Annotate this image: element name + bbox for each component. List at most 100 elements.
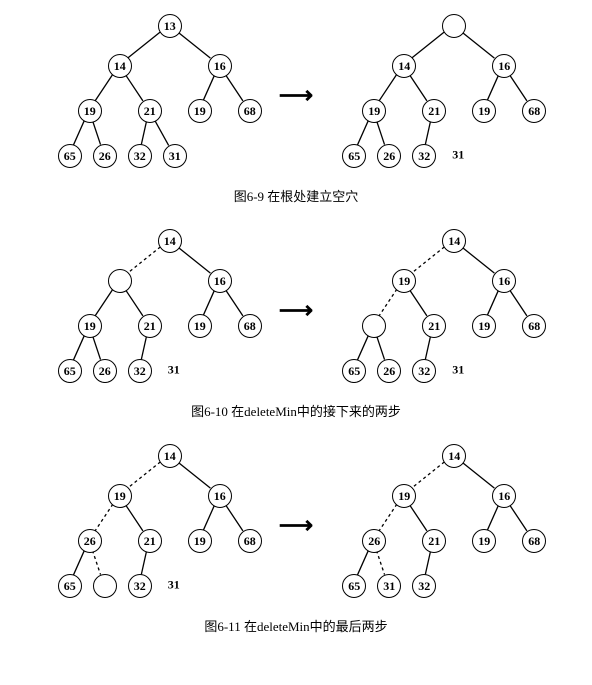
tree-edge xyxy=(177,462,210,488)
tree-edge xyxy=(125,74,143,101)
figure-caption: 图6-11 在deleteMin中的最后两步 xyxy=(10,616,582,635)
tree-edge xyxy=(95,504,113,531)
tree-node: 19 xyxy=(472,529,496,553)
arrow-icon: ⟶ xyxy=(279,296,313,325)
figure-caption: 图6-9 在根处建立空穴 xyxy=(10,186,582,205)
tree-node: 16 xyxy=(492,269,516,293)
tree-edge xyxy=(95,289,113,316)
fig-6-11: 14191626211968653231⟶1419162621196865313… xyxy=(10,440,582,635)
tree-edge xyxy=(73,120,84,145)
tree-edge xyxy=(377,120,385,144)
tree-node: 19 xyxy=(108,484,132,508)
tree-node: 32 xyxy=(412,574,436,598)
tree-node: 19 xyxy=(188,529,212,553)
tree-edge xyxy=(127,247,160,273)
tree-edge xyxy=(379,289,397,316)
tree-edge xyxy=(73,550,84,575)
tree-edge xyxy=(509,504,527,531)
tree-edge xyxy=(141,551,146,575)
tree-edge xyxy=(141,336,146,360)
tree-edge xyxy=(412,462,445,488)
tree-node: 14 xyxy=(442,444,466,468)
tree-node xyxy=(442,14,466,38)
tree-node: 68 xyxy=(238,314,262,338)
tree-edge xyxy=(426,121,431,145)
tree-node: 21 xyxy=(422,529,446,553)
tree-edge xyxy=(92,335,100,359)
tree-edge xyxy=(412,247,445,273)
tree-edge xyxy=(358,120,369,145)
tree-node: 68 xyxy=(522,99,546,123)
tree-edge xyxy=(488,75,499,100)
tree-node xyxy=(362,314,386,338)
tree-node: 68 xyxy=(522,314,546,338)
tree-node: 19 xyxy=(362,99,386,123)
tree-node: 65 xyxy=(58,574,82,598)
tree-node: 14 xyxy=(442,229,466,253)
tree-edge xyxy=(92,550,100,574)
tree-edge xyxy=(358,335,369,360)
tree-node: 19 xyxy=(392,484,416,508)
tree-edge xyxy=(225,74,243,101)
tree-node: 26 xyxy=(78,529,102,553)
tree-node: 26 xyxy=(377,144,401,168)
tree-node: 16 xyxy=(492,54,516,78)
tree-pair: 14161921196865263231⟶1419162119686526323… xyxy=(10,225,582,395)
tree-node: 14 xyxy=(158,444,182,468)
tree-edge xyxy=(154,120,168,146)
tree-node: 19 xyxy=(392,269,416,293)
tree-node: 65 xyxy=(58,359,82,383)
tree-node: 19 xyxy=(472,314,496,338)
tree-diagram: 14161921196865263231 xyxy=(49,225,259,395)
tree-node: 68 xyxy=(238,529,262,553)
tree-node: 26 xyxy=(377,359,401,383)
tree-node: 26 xyxy=(93,359,117,383)
tree-node: 16 xyxy=(208,54,232,78)
tree-edge xyxy=(141,121,146,145)
tree-node: 16 xyxy=(492,484,516,508)
tree-edge xyxy=(358,550,369,575)
tree-edge xyxy=(409,74,427,101)
tree-node: 21 xyxy=(422,99,446,123)
detached-label: 31 xyxy=(168,363,180,378)
tree-node: 19 xyxy=(78,99,102,123)
tree-node: 26 xyxy=(362,529,386,553)
tree-node: 21 xyxy=(138,99,162,123)
tree-node: 19 xyxy=(472,99,496,123)
tree-edge xyxy=(488,505,499,530)
tree-pair: 1314161921196865263231⟶14161921196865263… xyxy=(10,10,582,180)
tree-edge xyxy=(377,550,385,574)
tree-edge xyxy=(95,74,113,101)
tree-node: 21 xyxy=(138,529,162,553)
tree-edge xyxy=(203,75,214,100)
tree-diagram: 14191621196865263231 xyxy=(333,225,543,395)
tree-node: 68 xyxy=(238,99,262,123)
tree-diagram: 1314161921196865263231 xyxy=(49,10,259,180)
tree-edge xyxy=(379,74,397,101)
arrow-icon: ⟶ xyxy=(279,511,313,540)
tree-node: 19 xyxy=(188,314,212,338)
detached-label: 31 xyxy=(452,148,464,163)
tree-diagram: 14161921196865263231 xyxy=(333,10,543,180)
tree-node: 32 xyxy=(412,144,436,168)
tree-node: 16 xyxy=(208,269,232,293)
tree-node: 65 xyxy=(58,144,82,168)
tree-node: 19 xyxy=(78,314,102,338)
tree-node: 21 xyxy=(138,314,162,338)
tree-edge xyxy=(125,504,143,531)
tree-edge xyxy=(509,74,527,101)
tree-node: 19 xyxy=(188,99,212,123)
tree-edge xyxy=(225,289,243,316)
tree-edge xyxy=(379,504,397,531)
tree-node: 26 xyxy=(93,144,117,168)
tree-edge xyxy=(409,504,427,531)
tree-edge xyxy=(203,290,214,315)
tree-edge xyxy=(127,462,160,488)
tree-node: 65 xyxy=(342,359,366,383)
tree-edge xyxy=(488,290,499,315)
tree-node: 31 xyxy=(163,144,187,168)
figure-caption: 图6-10 在deleteMin中的接下来的两步 xyxy=(10,401,582,420)
tree-pair: 14191626211968653231⟶1419162621196865313… xyxy=(10,440,582,610)
detached-label: 31 xyxy=(452,363,464,378)
tree-edge xyxy=(377,335,385,359)
